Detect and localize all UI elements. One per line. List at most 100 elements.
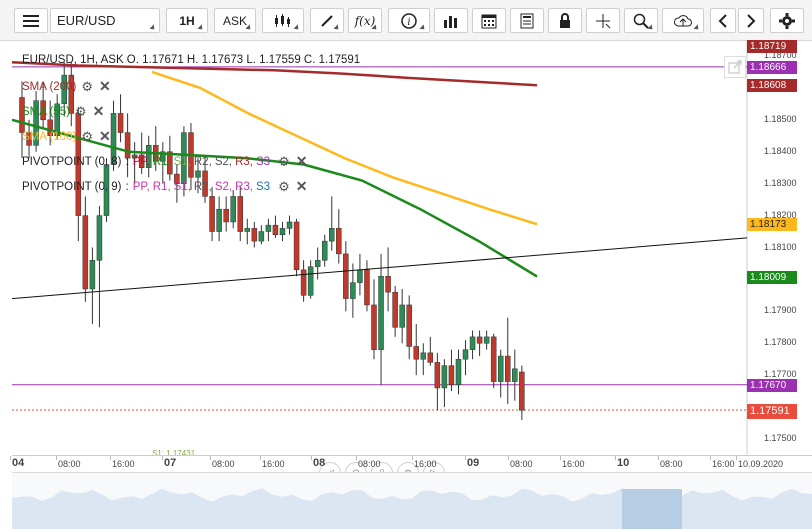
close-icon[interactable]: ✕ bbox=[98, 128, 111, 144]
gear-icon[interactable]: ⚙ bbox=[81, 78, 93, 94]
candle-body bbox=[244, 228, 251, 232]
info-button[interactable]: i bbox=[388, 8, 430, 33]
indicators-button[interactable] bbox=[434, 8, 468, 33]
chart-area[interactable]: EUR/USD, 1H, ASK O. 1.17671 H. 1.17673 L… bbox=[12, 40, 812, 484]
price-tag-last: 1.17591 bbox=[747, 403, 797, 419]
close-icon[interactable]: ✕ bbox=[92, 103, 105, 119]
candle-body bbox=[167, 151, 173, 175]
pivot2-items: PP, R1, S1, R2, S2, R3, S3 bbox=[133, 181, 273, 193]
x-tick-label: 16:00 bbox=[262, 459, 285, 469]
candle-body bbox=[223, 208, 229, 223]
svg-text:i: i bbox=[407, 17, 410, 28]
x-tick bbox=[110, 456, 111, 460]
price-chart[interactable] bbox=[12, 40, 812, 455]
pivot2-label: PIVOTPOINT (0, 9) bbox=[22, 180, 122, 193]
gear-icon[interactable]: ⚙ bbox=[278, 178, 290, 194]
gear-icon[interactable]: ⚙ bbox=[81, 128, 93, 144]
candle-body bbox=[202, 170, 208, 197]
candle-body bbox=[131, 154, 138, 159]
candle-body bbox=[265, 224, 272, 232]
price-type-select[interactable]: ASK bbox=[214, 8, 256, 33]
candle-body bbox=[406, 304, 412, 347]
chart-type-button[interactable] bbox=[262, 8, 304, 33]
x-tick bbox=[736, 456, 737, 460]
crosshair-button[interactable] bbox=[586, 8, 620, 33]
sma55-label: SMA (55) bbox=[22, 105, 70, 118]
calendar-icon bbox=[481, 14, 497, 28]
candle-body bbox=[251, 228, 258, 242]
upload-icon bbox=[674, 14, 692, 26]
x-tick bbox=[10, 456, 11, 460]
function-button[interactable]: f(x) bbox=[348, 8, 382, 33]
timeframe-select[interactable]: 1H bbox=[166, 8, 208, 33]
candle-body bbox=[160, 151, 166, 162]
x-tick bbox=[508, 456, 509, 460]
calendar-button[interactable] bbox=[472, 8, 506, 33]
close-icon[interactable]: ✕ bbox=[295, 178, 308, 194]
lock-icon bbox=[560, 12, 570, 28]
close-icon[interactable]: ✕ bbox=[295, 153, 308, 169]
pivot-item-r1: R1, bbox=[152, 180, 171, 193]
price-tag-r-level: 1.18666 bbox=[747, 60, 797, 74]
function-icon: f(x) bbox=[354, 13, 376, 28]
close-icon[interactable]: ✕ bbox=[98, 78, 111, 94]
y-tick-label: 1.17500 bbox=[764, 433, 797, 444]
x-tick-label: 10.09.2020 bbox=[738, 459, 784, 469]
y-tick-label: 1.18400 bbox=[764, 145, 797, 156]
y-tick-label: 1.18100 bbox=[764, 241, 797, 252]
candle-body bbox=[181, 132, 187, 184]
candle-body bbox=[469, 336, 476, 350]
x-tick-label: 16:00 bbox=[414, 459, 437, 469]
gear-icon[interactable]: ⚙ bbox=[278, 153, 290, 169]
y-tick-label: 1.17900 bbox=[764, 305, 797, 316]
hidden-pivot-label: S1: 1.17431 bbox=[152, 449, 196, 458]
y-tick-label: 1.17800 bbox=[764, 337, 797, 348]
x-tick-label: 16:00 bbox=[112, 459, 135, 469]
navigator-preview[interactable] bbox=[12, 473, 812, 529]
expand-button[interactable] bbox=[724, 56, 746, 78]
settings-button[interactable] bbox=[770, 8, 804, 33]
pivot1-label: PIVOTPOINT (0, 8) bbox=[22, 155, 122, 168]
y-tick-label: 1.18300 bbox=[764, 177, 797, 188]
upload-button[interactable] bbox=[662, 8, 704, 33]
x-tick bbox=[260, 456, 261, 460]
candle-body bbox=[19, 97, 25, 133]
sma200-label: SMA (200) bbox=[22, 80, 77, 93]
navigator[interactable] bbox=[12, 472, 812, 529]
candle-body bbox=[329, 228, 335, 242]
gear-icon[interactable]: ⚙ bbox=[74, 103, 87, 119]
price-type-label: ASK bbox=[222, 13, 247, 28]
candle-body bbox=[237, 196, 243, 232]
sma100-line bbox=[151, 70, 538, 226]
x-tick-label: 08:00 bbox=[660, 459, 683, 469]
y-tick-label: 1.18700 bbox=[764, 49, 797, 60]
candle-body bbox=[96, 215, 103, 261]
template-button[interactable] bbox=[510, 8, 544, 33]
crosshair-icon bbox=[596, 13, 611, 28]
draw-tool-button[interactable] bbox=[310, 8, 344, 33]
next-button[interactable] bbox=[738, 8, 764, 33]
sma100-label: SMA (100) bbox=[22, 130, 77, 143]
pivot-item-pp: PP, bbox=[132, 155, 150, 168]
menu-button[interactable] bbox=[14, 8, 48, 33]
symbol-select[interactable]: EUR/USD bbox=[50, 8, 160, 33]
pivot-item-r3: R3, bbox=[235, 155, 253, 168]
pivot1-items: PP, R1, S1, R2, S2, R3, S3 bbox=[133, 156, 273, 168]
x-tick bbox=[162, 456, 163, 460]
candle-body bbox=[455, 358, 462, 386]
candle-body bbox=[75, 113, 82, 216]
zoom-button[interactable] bbox=[624, 8, 658, 33]
prev-button[interactable] bbox=[710, 8, 736, 33]
pivot-sep: : bbox=[125, 155, 129, 168]
lock-button[interactable] bbox=[548, 8, 582, 33]
price-tag-top-cut: 1.18719 bbox=[747, 40, 797, 53]
pivot-item-s1: S1, bbox=[173, 155, 191, 168]
x-tick bbox=[356, 456, 357, 460]
navigator-selection[interactable] bbox=[622, 489, 682, 529]
legend-sma55: SMA (55) ⚙ ✕ bbox=[22, 103, 104, 120]
candle-body bbox=[61, 74, 67, 105]
legend-pivot-2: PIVOTPOINT (0, 9) : PP, R1, S1, R2, S2, R3, S3… bbox=[22, 178, 307, 195]
candle-body bbox=[33, 100, 39, 146]
sma200-line bbox=[12, 61, 538, 87]
candle-body bbox=[68, 74, 75, 114]
